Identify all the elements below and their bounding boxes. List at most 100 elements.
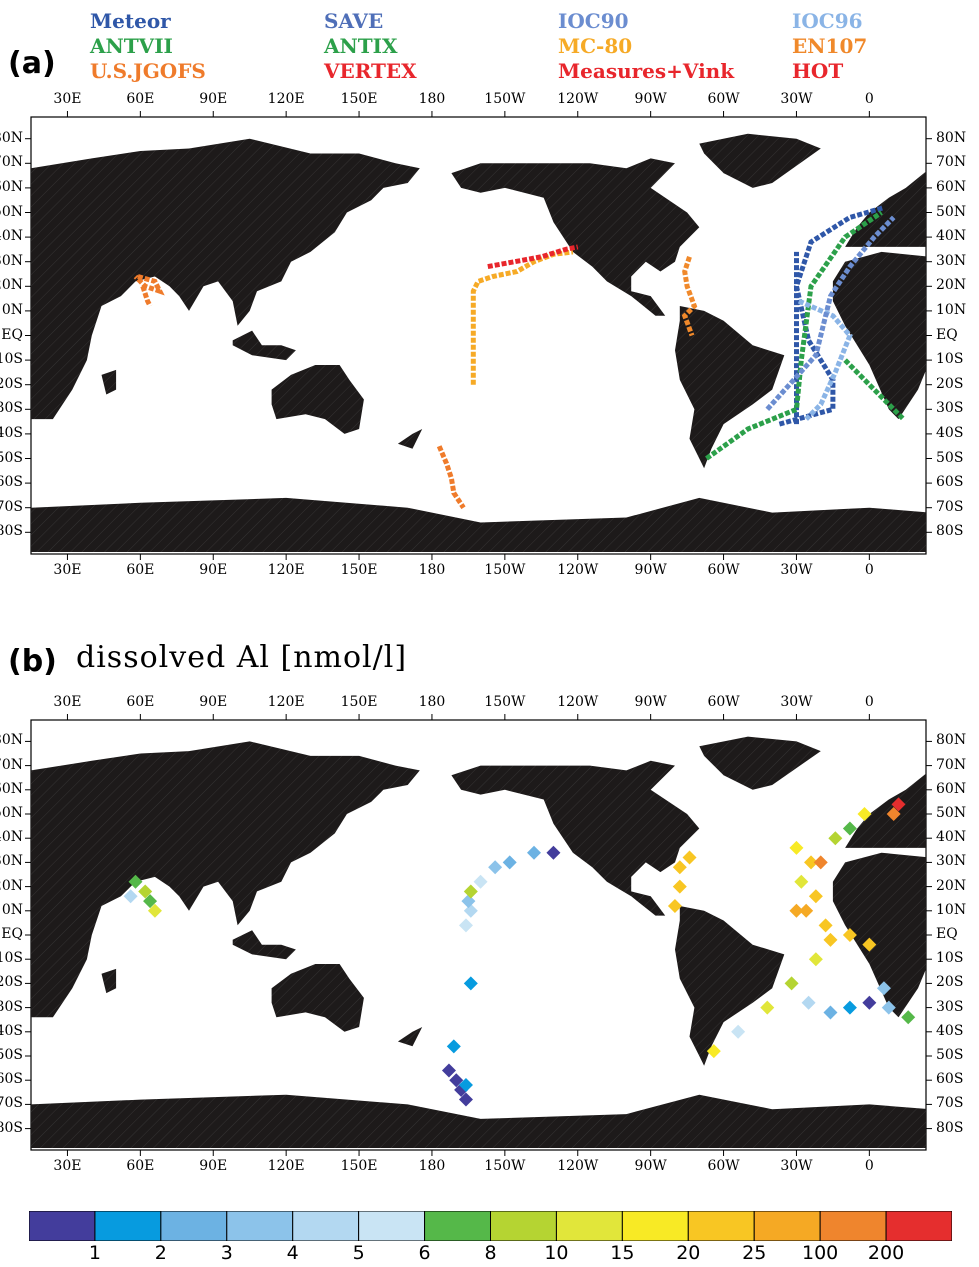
lat-tick-label: 30N xyxy=(0,252,23,269)
land-mass xyxy=(271,964,364,1032)
sample-cell xyxy=(876,981,891,996)
colorbar-label: 5 xyxy=(352,1242,365,1264)
legend-save: SAVE xyxy=(324,9,384,33)
lat-tick-label: 70N xyxy=(0,154,23,171)
lat-tick-label: 10N xyxy=(0,301,23,318)
land-mass xyxy=(845,773,926,848)
sample-cell xyxy=(682,850,697,865)
lat-tick-label: 70S xyxy=(0,1095,23,1112)
lon-tick-label: 150W xyxy=(484,1158,526,1174)
lon-tick-label: 0 xyxy=(864,1158,874,1174)
panel-b-label: (b) xyxy=(8,644,57,679)
legend-measures-vink: Measures+Vink xyxy=(558,59,735,83)
lat-tick-label: 30S xyxy=(936,998,964,1015)
lat-tick-label: 60S xyxy=(0,474,23,491)
land-mass xyxy=(845,171,926,247)
land-mass xyxy=(271,365,364,434)
colorbar-label: 20 xyxy=(676,1242,701,1264)
sample-cell xyxy=(842,1000,857,1015)
lat-tick-label: 20N xyxy=(0,877,23,894)
land-layer xyxy=(31,133,926,552)
land-mass xyxy=(397,1027,423,1047)
lon-tick-label: 90W xyxy=(634,1158,667,1174)
lat-tick-label: EQ xyxy=(936,326,958,343)
sample-cell xyxy=(441,1063,456,1078)
lat-tick-label: 20S xyxy=(936,974,964,991)
lon-tick-label: 150E xyxy=(340,694,378,710)
lat-tick-label: 50S xyxy=(936,449,964,466)
cruise-track xyxy=(778,205,885,427)
sample-cell xyxy=(789,903,804,918)
lon-tick-label: 90E xyxy=(199,91,228,107)
colorbar-swatch xyxy=(753,1211,821,1241)
legend-ioc90: IOC90 xyxy=(558,9,629,33)
legend-usjgofs: U.S.JGOFS xyxy=(90,59,206,83)
sample-cell xyxy=(449,1073,464,1088)
lat-tick-label: 30S xyxy=(0,998,23,1015)
lon-tick-label: 150E xyxy=(340,91,378,107)
land-mass xyxy=(451,760,700,916)
colorbar-label: 2 xyxy=(154,1242,167,1264)
colorbar-swatch xyxy=(94,1211,162,1241)
lat-tick-label: 60N xyxy=(0,178,23,195)
lon-tick-label: 90W xyxy=(634,562,667,578)
sample-cell xyxy=(823,1005,838,1020)
sample-cell xyxy=(862,995,877,1010)
sample-cell xyxy=(546,845,561,860)
cruise-track xyxy=(705,210,883,461)
lon-tick-label: 30W xyxy=(780,1158,813,1174)
colorbar-label: 25 xyxy=(742,1242,767,1264)
lat-tick-label: 80N xyxy=(0,732,23,749)
lat-tick-label: 50S xyxy=(0,1047,23,1063)
cruise-track xyxy=(133,274,165,296)
land-layer xyxy=(31,736,926,1148)
sample-cell xyxy=(901,1010,916,1025)
land-mass xyxy=(31,497,926,552)
lon-tick-label: 180 xyxy=(418,91,446,107)
sample-cell xyxy=(143,894,158,909)
lon-tick-label: 150E xyxy=(340,562,378,578)
sample-cell xyxy=(799,903,814,918)
lon-tick-label: 30E xyxy=(53,1158,82,1174)
lon-tick-label: 30W xyxy=(780,562,813,578)
colorbar-swatch xyxy=(490,1211,557,1241)
colorbar-swatch xyxy=(621,1211,689,1241)
lat-tick-label: 80N xyxy=(936,732,967,749)
lat-tick-label: EQ xyxy=(1,326,23,343)
lat-tick-label: 10N xyxy=(0,901,23,918)
land-mass xyxy=(699,133,821,188)
sample-cell xyxy=(138,884,153,899)
sample-cell xyxy=(857,807,872,821)
map-panel-a xyxy=(25,111,932,560)
lat-tick-label: 80N xyxy=(0,129,23,146)
lat-tick-label: 80S xyxy=(936,1119,964,1136)
lon-tick-label: 60W xyxy=(707,562,740,578)
panel-a-label: (a) xyxy=(8,46,56,81)
lon-tick-label: 90E xyxy=(199,562,228,578)
land-mass xyxy=(31,138,420,420)
lon-tick-label: 90W xyxy=(634,91,667,107)
lon-tick-label: 120E xyxy=(267,562,305,578)
lat-tick-label: 40N xyxy=(0,829,23,846)
lon-tick-label: 90E xyxy=(199,694,228,710)
legend-ioc96: IOC96 xyxy=(792,9,863,33)
sample-cell xyxy=(891,797,906,812)
land-mass xyxy=(675,906,785,1066)
lon-tick-label: 60E xyxy=(126,694,155,710)
lat-tick-label: 30N xyxy=(936,252,967,269)
colorbar-swatch xyxy=(555,1211,623,1241)
lon-tick-label: 0 xyxy=(864,694,874,710)
sample-cell xyxy=(760,1000,775,1015)
lat-tick-label: 70N xyxy=(936,756,967,773)
lat-tick-label: 40N xyxy=(936,829,967,846)
sample-cell xyxy=(813,855,828,870)
lat-tick-label: 20N xyxy=(936,277,967,294)
sample-cell xyxy=(706,1044,721,1059)
lon-tick-label: 120E xyxy=(267,91,305,107)
sample-cell xyxy=(463,884,478,899)
cruise-track xyxy=(487,244,579,270)
sample-cell xyxy=(731,1024,746,1039)
lat-tick-label: 70S xyxy=(0,498,23,515)
colorbar-swatch xyxy=(819,1211,887,1241)
